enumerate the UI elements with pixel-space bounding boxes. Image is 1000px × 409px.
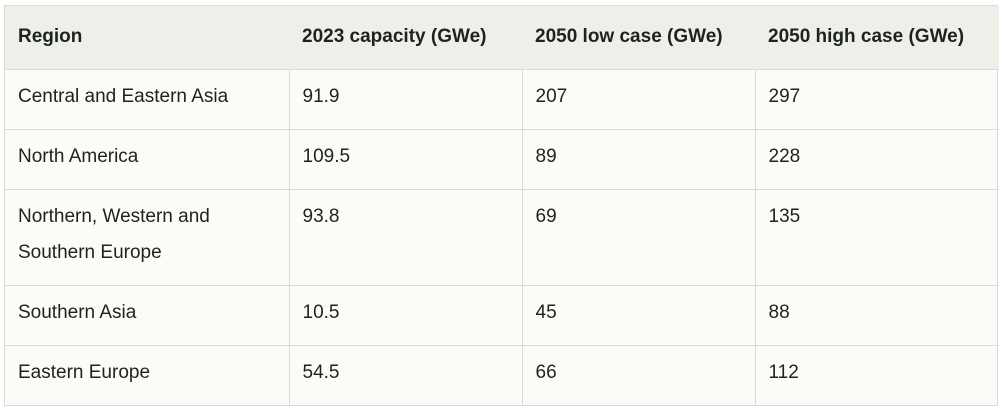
cell-high-2050-text: 297 <box>768 85 801 107</box>
table-row: Central and Eastern Asia 91.9 207 297 <box>5 68 999 129</box>
cell-region-text: Northern, Western and Southern Europe <box>18 205 210 263</box>
cell-low-2050-text: 66 <box>535 361 557 383</box>
cell-region: Southern Asia <box>5 284 289 345</box>
cell-capacity-2023-text: 109.5 <box>302 145 351 167</box>
cell-capacity-2023: 10.5 <box>288 284 522 345</box>
cell-high-2050-text: 228 <box>768 145 801 167</box>
cell-low-2050-text: 89 <box>535 145 557 167</box>
cell-low-2050: 207 <box>521 68 755 129</box>
cell-low-2050-text: 69 <box>535 205 557 227</box>
cell-high-2050: 297 <box>754 68 999 129</box>
cell-capacity-2023: 54.5 <box>288 344 522 405</box>
cell-capacity-2023: 109.5 <box>288 128 522 189</box>
cell-capacity-2023-text: 91.9 <box>302 85 340 107</box>
table-row: North America 109.5 89 228 <box>5 128 999 189</box>
cell-low-2050: 66 <box>521 344 755 405</box>
cell-high-2050: 228 <box>754 128 999 189</box>
cell-region-text: Eastern Europe <box>18 361 151 383</box>
cell-capacity-2023-text: 10.5 <box>302 301 340 323</box>
cell-low-2050: 45 <box>521 284 755 345</box>
header-capacity-2023: 2023 capacity (GWe) <box>289 6 522 70</box>
table-row: Southern Asia 10.5 45 88 <box>5 284 999 345</box>
cell-region: Central and Eastern Asia <box>5 68 289 129</box>
cell-region: North America <box>5 128 289 189</box>
table-row: Eastern Europe 54.5 66 112 <box>5 344 999 405</box>
cell-low-2050: 89 <box>521 128 755 189</box>
cell-low-2050: 69 <box>521 188 755 285</box>
cell-capacity-2023-text: 93.8 <box>302 205 340 227</box>
table-row: Northern, Western and Southern Europe 93… <box>5 188 999 285</box>
header-region: Region <box>5 6 289 70</box>
cell-high-2050-text: 112 <box>768 361 799 383</box>
cell-high-2050: 135 <box>754 188 999 285</box>
header-row: Region 2023 capacity (GWe) 2050 low case… <box>5 6 999 70</box>
cell-high-2050-text: 88 <box>768 301 790 323</box>
cell-low-2050-text: 207 <box>535 85 568 107</box>
cell-high-2050: 112 <box>754 344 999 405</box>
cell-high-2050: 88 <box>754 284 999 345</box>
header-low-2050: 2050 low case (GWe) <box>522 6 755 70</box>
table-body: Central and Eastern Asia 91.9 207 297 No… <box>5 68 999 405</box>
cell-high-2050-text: 135 <box>768 205 801 227</box>
cell-capacity-2023: 91.9 <box>288 68 522 129</box>
capacity-table: Region 2023 capacity (GWe) 2050 low case… <box>5 6 999 405</box>
cell-region: Eastern Europe <box>5 344 289 405</box>
cell-region: Northern, Western and Southern Europe <box>5 188 289 285</box>
cell-region-text: Central and Eastern Asia <box>18 85 229 107</box>
header-high-2050: 2050 high case (GWe) <box>755 6 999 70</box>
cell-capacity-2023-text: 54.5 <box>302 361 340 383</box>
cell-region-text: Southern Asia <box>18 301 137 323</box>
table-header: Region 2023 capacity (GWe) 2050 low case… <box>5 6 999 70</box>
capacity-table-container: Region 2023 capacity (GWe) 2050 low case… <box>4 5 999 406</box>
cell-capacity-2023: 93.8 <box>288 188 522 285</box>
cell-region-text: North America <box>18 145 139 167</box>
cell-low-2050-text: 45 <box>535 301 557 323</box>
